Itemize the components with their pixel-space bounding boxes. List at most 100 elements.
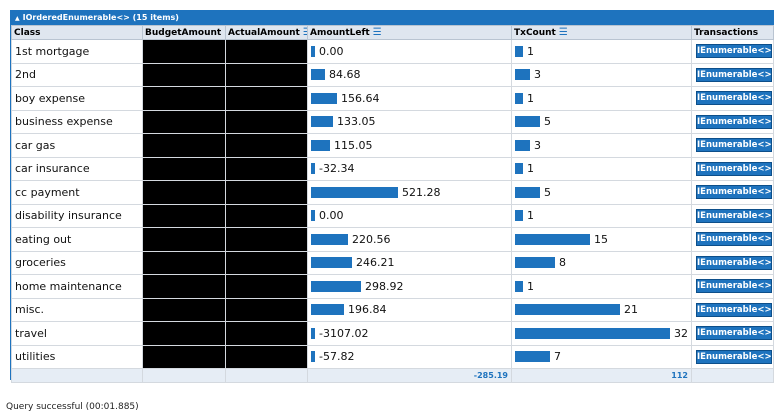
column-menu-icon[interactable]: ☰ — [303, 27, 307, 38]
transactions-cell: IEnumerable<> — [691, 109, 774, 134]
expand-transactions-button[interactable]: IEnumerable<> — [696, 161, 772, 176]
column-header-amount-left[interactable]: AmountLeft ☰ — [307, 25, 512, 40]
expand-transactions-button[interactable]: IEnumerable<> — [696, 255, 772, 270]
table-row: 1st mortgage 0.00 1 IEnumerable<> — [11, 39, 774, 64]
table-row: boy expense 156.64 1 IEnumerable<> — [11, 86, 774, 111]
amount-left-cell: 133.05 — [307, 109, 512, 134]
transactions-cell: IEnumerable<> — [691, 86, 774, 111]
column-menu-icon[interactable]: ☰ — [372, 27, 382, 38]
amount-left-value: 84.68 — [329, 68, 361, 82]
redacted-cell — [225, 344, 308, 369]
tx-count-bar — [515, 186, 540, 198]
expand-transactions-button[interactable]: IEnumerable<> — [696, 326, 772, 341]
tx-count-cell: 1 — [511, 86, 692, 111]
status-text: Query successful — [6, 402, 83, 412]
amount-left-cell: 246.21 — [307, 250, 512, 275]
redacted-cell — [225, 321, 308, 346]
amount-left-value: 0.00 — [319, 209, 344, 223]
expand-transactions-button[interactable]: IEnumerable<> — [696, 302, 772, 317]
tx-count-value: 1 — [527, 162, 534, 176]
amount-left-value: 521.28 — [402, 185, 441, 199]
amount-left-cell: -57.82 — [307, 344, 512, 369]
expand-transactions-button[interactable]: IEnumerable<> — [696, 185, 772, 200]
result-grid: Class BudgetAmount☰ ActualAmount☰ Amount… — [11, 25, 774, 383]
class-cell: car gas — [11, 133, 143, 158]
amount-left-value: -32.34 — [319, 162, 355, 176]
column-header-budget[interactable]: BudgetAmount☰ — [142, 25, 226, 40]
tx-count-bar — [515, 280, 523, 292]
table-row: car insurance -32.34 1 IEnumerable<> — [11, 156, 774, 181]
amount-left-cell: 0.00 — [307, 39, 512, 64]
expand-transactions-button[interactable]: IEnumerable<> — [696, 44, 772, 59]
tx-count-bar — [515, 69, 530, 81]
transactions-cell: IEnumerable<> — [691, 203, 774, 228]
column-header-actual[interactable]: ActualAmount☰ — [225, 25, 308, 40]
amount-left-bar — [311, 210, 315, 222]
expand-transactions-button[interactable]: IEnumerable<> — [696, 91, 772, 106]
amount-left-bar — [311, 304, 344, 316]
tx-count-value: 1 — [527, 91, 534, 105]
class-cell: business expense — [11, 109, 143, 134]
tx-count-value: 3 — [534, 68, 541, 82]
tx-count-value: 1 — [527, 279, 534, 293]
expand-transactions-button[interactable]: IEnumerable<> — [696, 138, 772, 153]
column-header-class[interactable]: Class — [11, 25, 143, 40]
expand-transactions-button[interactable]: IEnumerable<> — [696, 279, 772, 294]
tx-count-value: 5 — [544, 115, 551, 129]
amount-left-cell: -3107.02 — [307, 321, 512, 346]
totals-row: -285.19 112 — [11, 368, 774, 383]
amount-left-value: 0.00 — [319, 44, 344, 58]
class-cell: utilities — [11, 344, 143, 369]
amount-left-value: -57.82 — [319, 350, 355, 364]
column-header-tx-count[interactable]: TxCount ☰ — [511, 25, 692, 40]
redacted-cell — [225, 297, 308, 322]
amount-left-bar — [311, 163, 315, 175]
redacted-cell — [142, 368, 226, 383]
amount-left-value: 115.05 — [334, 138, 373, 152]
column-menu-icon[interactable]: ☰ — [224, 27, 225, 38]
table-row: eating out 220.56 15 IEnumerable<> — [11, 227, 774, 252]
class-cell: disability insurance — [11, 203, 143, 228]
amount-left-cell: 156.64 — [307, 86, 512, 111]
amount-left-cell: -32.34 — [307, 156, 512, 181]
result-header[interactable]: ▲ IOrderedEnumerable<> (15 items) — [11, 11, 773, 25]
column-header-transactions[interactable]: Transactions — [691, 25, 774, 40]
class-cell: eating out — [11, 227, 143, 252]
redacted-cell — [225, 62, 308, 87]
tx-count-bar — [515, 351, 550, 363]
expand-transactions-button[interactable]: IEnumerable<> — [696, 349, 772, 364]
amount-left-bar — [311, 351, 315, 363]
redacted-cell — [225, 109, 308, 134]
tx-count-cell: 8 — [511, 250, 692, 275]
tx-count-cell: 1 — [511, 156, 692, 181]
redacted-cell — [142, 109, 226, 134]
table-row: cc payment 521.28 5 IEnumerable<> — [11, 180, 774, 205]
redacted-cell — [225, 156, 308, 181]
tx-count-bar — [515, 163, 523, 175]
table-row: home maintenance 298.92 1 IEnumerable<> — [11, 274, 774, 299]
expand-transactions-button[interactable]: IEnumerable<> — [696, 232, 772, 247]
amount-left-value: 298.92 — [365, 279, 404, 293]
amount-left-bar — [311, 92, 337, 104]
query-result-panel: ▲ IOrderedEnumerable<> (15 items) Class B… — [10, 10, 774, 383]
class-cell: groceries — [11, 250, 143, 275]
table-row: misc. 196.84 21 IEnumerable<> — [11, 297, 774, 322]
redacted-cell — [225, 250, 308, 275]
transactions-cell: IEnumerable<> — [691, 344, 774, 369]
amount-left-value: 220.56 — [352, 232, 391, 246]
expand-transactions-button[interactable]: IEnumerable<> — [696, 114, 772, 129]
tx-count-cell: 3 — [511, 62, 692, 87]
transactions-cell: IEnumerable<> — [691, 227, 774, 252]
tx-count-value: 1 — [527, 44, 534, 58]
transactions-cell: IEnumerable<> — [691, 156, 774, 181]
expand-transactions-button[interactable]: IEnumerable<> — [696, 208, 772, 223]
column-menu-icon[interactable]: ☰ — [558, 27, 568, 38]
expand-transactions-button[interactable]: IEnumerable<> — [696, 67, 772, 82]
tx-count-cell: 21 — [511, 297, 692, 322]
tx-count-bar — [515, 233, 590, 245]
collapse-triangle-icon[interactable]: ▲ — [15, 15, 20, 22]
amount-left-cell: 220.56 — [307, 227, 512, 252]
amount-left-value: 196.84 — [348, 303, 387, 317]
tx-count-cell: 15 — [511, 227, 692, 252]
class-cell: home maintenance — [11, 274, 143, 299]
